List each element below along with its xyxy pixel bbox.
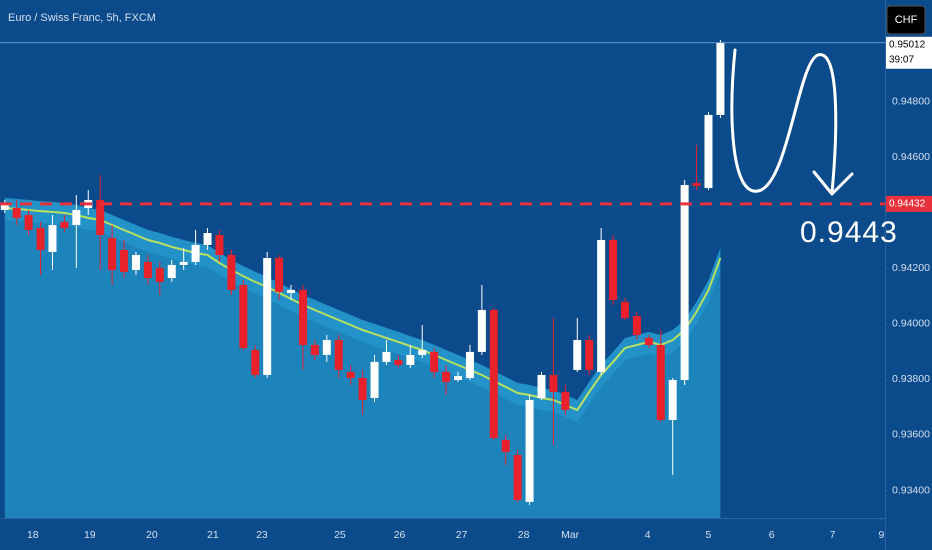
x-tick-label: 21 (207, 529, 219, 541)
candle-body (716, 42, 725, 115)
currency-button[interactable] (886, 5, 926, 35)
level-annotation: 0.9443 (800, 216, 898, 249)
candle-body (131, 254, 140, 270)
candle-body (549, 374, 558, 392)
candle-body (668, 379, 677, 420)
candle-body (597, 239, 606, 372)
y-tick-label: 0.93600 (892, 429, 930, 441)
y-tick-label: 0.93800 (892, 373, 930, 385)
x-tick-label: Mar (561, 529, 580, 541)
candle-body (251, 349, 260, 375)
candle-body (36, 228, 45, 250)
candle-body (275, 258, 284, 292)
chart-title: Euro / Swiss Franc, 5h, FXCM (8, 12, 156, 24)
x-tick-label: 19 (84, 529, 96, 541)
candle-body (143, 261, 152, 279)
x-tick-label: 23 (256, 529, 268, 541)
candle-body (287, 289, 296, 294)
candle-body (704, 114, 713, 189)
candle-body (465, 351, 474, 379)
candle-body (370, 361, 379, 399)
y-tick-label: 0.93400 (892, 484, 930, 496)
candle-body (179, 261, 188, 265)
candle-body (12, 208, 21, 219)
candle-body (513, 454, 522, 500)
x-tick-label: 28 (518, 529, 530, 541)
candle-body (120, 249, 129, 272)
candle-body (430, 351, 439, 372)
hand-drawn-arrow (730, 48, 854, 196)
y-tick-label: 0.94000 (892, 318, 930, 330)
candle-body (298, 289, 307, 345)
candle-body (525, 399, 534, 502)
ma-band (4, 198, 721, 518)
candle-body (48, 224, 57, 252)
y-tick-label: 0.94200 (892, 262, 930, 274)
candle-body (501, 439, 510, 452)
x-tick-label: 5 (706, 529, 712, 541)
candle-body (310, 344, 319, 355)
currency-button-label[interactable]: CHF (895, 14, 918, 26)
last-price-tag (886, 36, 932, 69)
candle-body (656, 344, 665, 420)
candle-body (489, 309, 498, 439)
candle-body (406, 354, 415, 365)
candle-body (418, 349, 427, 355)
candle-body (346, 371, 355, 379)
candle-body (191, 244, 200, 262)
x-tick-label: 4 (645, 529, 651, 541)
candle-body (561, 391, 570, 410)
candle-body (215, 234, 224, 255)
level-tag-label: 0.94432 (889, 199, 926, 210)
candle-body (108, 238, 117, 270)
x-tick-label: 25 (334, 529, 346, 541)
y-tick-label: 0.94600 (892, 151, 930, 163)
candle-body (334, 339, 343, 370)
candle-body (537, 374, 546, 399)
candle-body (239, 284, 248, 349)
y-tick-label: 0.94800 (892, 95, 930, 107)
candle-body (358, 378, 367, 400)
candle-body (644, 338, 653, 345)
x-tick-label: 26 (394, 529, 406, 541)
ma-line (4, 207, 722, 412)
candle-body (167, 264, 176, 279)
level-tag (886, 195, 932, 212)
candle-body (454, 376, 463, 380)
candle-body (680, 184, 689, 380)
candle-body (96, 199, 105, 235)
x-tick-label: 7 (830, 529, 836, 541)
candle-body (155, 268, 164, 282)
candle-body (573, 339, 582, 370)
x-tick-label: 18 (27, 529, 39, 541)
last-price-label: 0.95012 (889, 39, 926, 50)
candle-body (477, 309, 486, 352)
x-tick-label: 27 (456, 529, 468, 541)
candle-body (692, 183, 701, 187)
x-tick-label: 6 (769, 529, 775, 541)
candle-body (585, 339, 594, 370)
candle-body (60, 221, 69, 229)
candle-body (382, 351, 391, 362)
candle-body (394, 359, 403, 365)
x-tick-label: 20 (146, 529, 158, 541)
candle-body (227, 254, 236, 290)
candle-body (0, 204, 9, 210)
candle-body (24, 214, 33, 230)
candle-body (632, 316, 641, 335)
candle-body (609, 239, 618, 300)
x-tick-label: 9 (878, 529, 884, 541)
candle-body (442, 371, 451, 382)
candle-body (203, 233, 212, 245)
plot-area (0, 39, 885, 518)
candle-body (263, 258, 272, 375)
candle-body (322, 339, 331, 355)
candle-body (72, 209, 81, 225)
countdown-label: 39:07 (889, 54, 914, 65)
candle-body (620, 301, 629, 319)
